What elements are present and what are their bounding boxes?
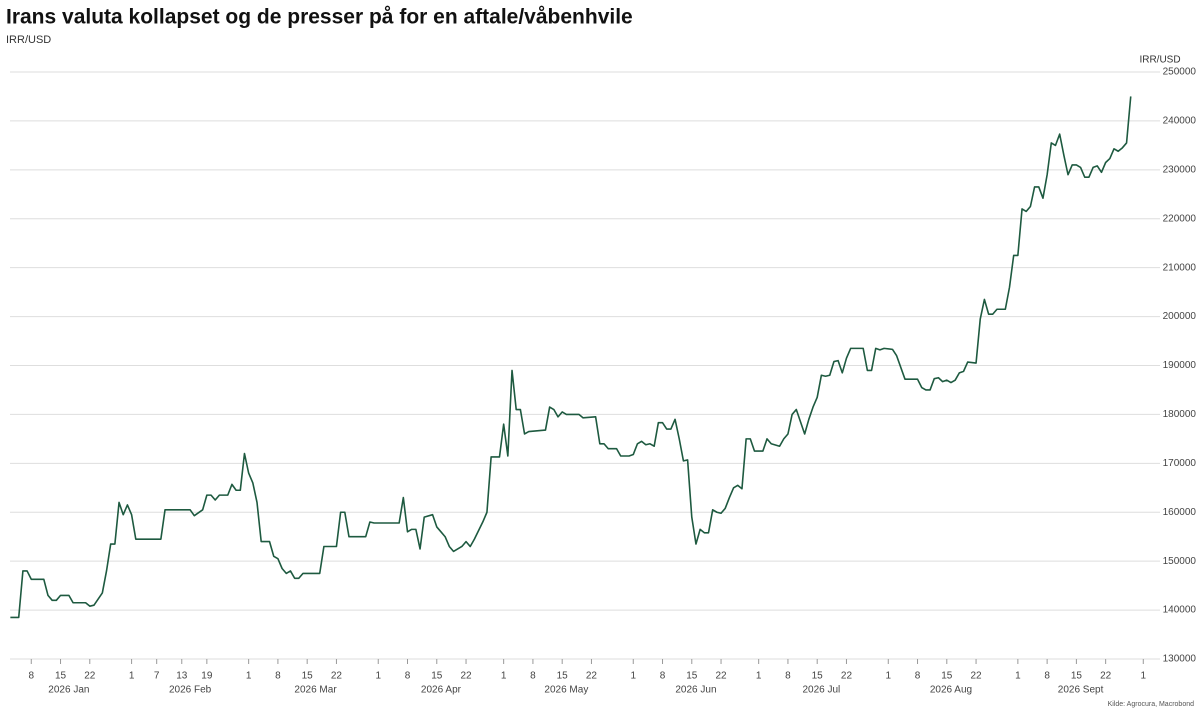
x-tick-label: 22 bbox=[715, 671, 727, 682]
x-period-label: 2026 Feb bbox=[169, 685, 212, 696]
y-tick-label: 200000 bbox=[1163, 311, 1197, 322]
y-tick-label: 160000 bbox=[1163, 507, 1197, 518]
x-tick-label: 8 bbox=[660, 671, 666, 682]
x-tick-label: 8 bbox=[915, 671, 921, 682]
y-tick-label: 170000 bbox=[1163, 458, 1197, 469]
x-tick-label: 22 bbox=[460, 671, 472, 682]
y-tick-label: 250000 bbox=[1163, 67, 1197, 78]
y-tick-label: 240000 bbox=[1163, 116, 1197, 127]
x-tick-label: 8 bbox=[1044, 671, 1050, 682]
y-axis-label: IRR/USD bbox=[1139, 55, 1180, 66]
x-tick-label: 8 bbox=[28, 671, 34, 682]
x-tick-label: 1 bbox=[246, 671, 252, 682]
source-note: Kilde: Agrocura, Macrobond bbox=[1108, 701, 1194, 708]
y-tick-label: 140000 bbox=[1163, 605, 1197, 616]
y-tick-label: 180000 bbox=[1163, 409, 1197, 420]
x-period-label: 2026 Jan bbox=[48, 685, 89, 696]
x-tick-label: 1 bbox=[756, 671, 762, 682]
x-tick-label: 22 bbox=[1100, 671, 1112, 682]
x-tick-label: 22 bbox=[84, 671, 96, 682]
chart-title: Irans valuta kollapset og de presser på … bbox=[6, 6, 633, 29]
x-tick-label: 15 bbox=[431, 671, 443, 682]
x-tick-label: 15 bbox=[812, 671, 824, 682]
x-period-label: 2026 Sept bbox=[1058, 685, 1104, 696]
x-tick-label: 1 bbox=[885, 671, 891, 682]
x-period-label: 2026 Aug bbox=[930, 685, 972, 696]
y-tick-label: 190000 bbox=[1163, 360, 1197, 371]
x-period-label: 2026 Mar bbox=[294, 685, 337, 696]
y-tick-label: 150000 bbox=[1163, 556, 1197, 567]
x-tick-label: 1 bbox=[630, 671, 636, 682]
x-tick-label: 15 bbox=[557, 671, 569, 682]
x-tick-label: 7 bbox=[154, 671, 160, 682]
x-tick-label: 19 bbox=[201, 671, 213, 682]
x-tick-label: 15 bbox=[55, 671, 67, 682]
x-period-label: 2026 Apr bbox=[421, 685, 462, 696]
x-tick-label: 15 bbox=[941, 671, 953, 682]
data-line bbox=[10, 96, 1132, 619]
x-tick-label: 13 bbox=[176, 671, 188, 682]
x-tick-label: 22 bbox=[970, 671, 982, 682]
x-tick-label: 8 bbox=[530, 671, 536, 682]
x-tick-label: 15 bbox=[1071, 671, 1083, 682]
x-tick-label: 1 bbox=[375, 671, 381, 682]
x-tick-label: 1 bbox=[1015, 671, 1021, 682]
x-tick-label: 1 bbox=[1140, 671, 1146, 682]
x-tick-label: 8 bbox=[785, 671, 791, 682]
x-tick-label: 22 bbox=[331, 671, 343, 682]
y-tick-label: 130000 bbox=[1163, 654, 1197, 665]
x-tick-label: 22 bbox=[841, 671, 853, 682]
x-tick-label: 15 bbox=[302, 671, 314, 682]
y-tick-label: 220000 bbox=[1163, 213, 1197, 224]
x-period-label: 2026 May bbox=[544, 685, 588, 696]
x-period-label: 2026 Jun bbox=[675, 685, 716, 696]
chart-subtitle: IRR/USD bbox=[6, 34, 51, 46]
x-period-label: 2026 Jul bbox=[802, 685, 840, 696]
y-tick-label: 230000 bbox=[1163, 164, 1197, 175]
y-tick-label: 210000 bbox=[1163, 262, 1197, 273]
x-tick-label: 15 bbox=[686, 671, 698, 682]
x-tick-label: 22 bbox=[586, 671, 598, 682]
x-tick-label: 1 bbox=[129, 671, 135, 682]
x-tick-label: 1 bbox=[501, 671, 507, 682]
x-tick-label: 8 bbox=[405, 671, 411, 682]
x-tick-label: 8 bbox=[275, 671, 281, 682]
